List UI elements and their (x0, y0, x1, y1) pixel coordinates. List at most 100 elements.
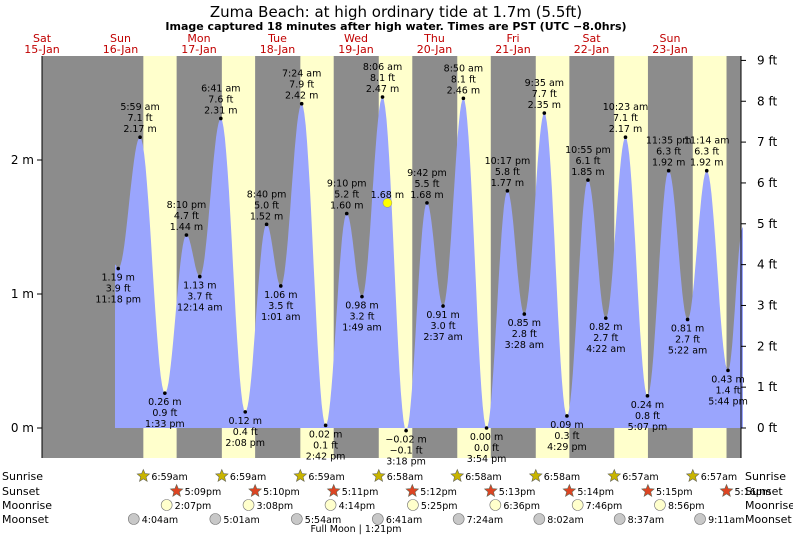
moonrise-time: 8:56pm (668, 501, 705, 512)
tide-m-label: 0.26 m (148, 397, 181, 408)
high-tide-point (586, 178, 590, 182)
sunset-label-right: Sunset (745, 485, 783, 498)
tide-time-label: 5:22 am (668, 345, 707, 356)
low-tide-point (603, 316, 608, 320)
high-tide-point (542, 111, 547, 115)
current-tide-label: 1.68 m (371, 190, 404, 201)
high-tide-point (344, 211, 349, 216)
high-tide-point (505, 189, 510, 193)
day-date: 19-Jan (338, 43, 374, 56)
tide-time-label: 2:37 am (423, 332, 462, 343)
tide-ft-label: 7.6 ft (208, 94, 233, 105)
star-icon (450, 468, 465, 482)
day-name: Sat (582, 32, 601, 45)
tide-time-label: 5:59 am (120, 102, 159, 113)
right-tick-label: 3 ft (757, 298, 777, 312)
tide-time-label: 2:08 pm (225, 438, 265, 449)
day-name: Tue (267, 32, 287, 45)
tide-ft-label: 7.1 ft (128, 113, 153, 124)
moonset-time: 7:24am (467, 515, 503, 526)
low-tide-point (565, 414, 569, 418)
tide-time-label: 2:42 pm (306, 451, 346, 462)
tide-m-label: 2.17 m (609, 124, 642, 135)
tide-m-label: 0.82 m (589, 322, 622, 333)
star-icon (405, 483, 420, 497)
tide-m-label: 1.52 m (250, 211, 283, 222)
sunrise-time: 6:57am (622, 472, 658, 483)
moonset-time: 5:54am (305, 515, 341, 526)
tide-time-label: 5:07 pm (628, 422, 668, 433)
low-tide-point (726, 368, 730, 373)
left-tick-label: 2 m (11, 153, 34, 167)
moon-icon (372, 513, 384, 525)
moon-icon (613, 513, 626, 525)
tide-time-label: 1:33 pm (145, 419, 185, 430)
sunrise-time: 6:59am (151, 472, 187, 483)
sunset-time: 5:12pm (420, 487, 457, 498)
tide-m-label: 1.92 m (652, 158, 685, 169)
sunrise-time: 6:58am (465, 472, 501, 483)
left-tick-label: 0 m (11, 421, 34, 435)
high-tide-point (461, 96, 466, 101)
moonset-time: 4:04am (142, 515, 178, 526)
high-tide-point (704, 168, 709, 173)
day-date: 20-Jan (417, 43, 453, 56)
tide-time-label: 11:18 pm (95, 295, 141, 306)
star-icon (685, 468, 700, 482)
moonrise-label-left: Moonrise (2, 499, 52, 512)
tide-m-label: 2.42 m (285, 91, 318, 102)
low-tide-point (484, 426, 489, 430)
high-tide-point (380, 95, 385, 99)
sunrise-time: 6:58am (387, 472, 423, 483)
chart-title: Zuma Beach: at high ordinary tide at 1.7… (210, 3, 582, 21)
tide-time-label: 4:22 am (586, 344, 625, 355)
tide-m-label: −0.02 m (385, 435, 426, 446)
tide-ft-label: 2.7 ft (675, 334, 700, 345)
star-icon (483, 483, 498, 497)
day-date: 18-Jan (260, 43, 296, 56)
moon-icon (209, 513, 222, 525)
tide-m-label: 0.91 m (426, 310, 459, 321)
low-tide-point (163, 391, 167, 395)
tide-m-label: 1.60 m (330, 201, 363, 212)
right-tick-label: 7 ft (757, 135, 777, 149)
tide-time-label: 12:14 am (177, 303, 222, 314)
low-tide-point (685, 317, 690, 322)
tide-time-label: 1:01 am (261, 312, 300, 323)
tide-m-label: 0.85 m (508, 318, 541, 329)
moonset-time: 6:41am (386, 515, 422, 526)
tide-time-label: 8:06 am (363, 62, 402, 73)
current-tide-marker (382, 198, 393, 208)
tide-m-label: 2.17 m (123, 124, 156, 135)
moonset-time: 8:02am (547, 515, 583, 526)
tide-ft-label: 7.1 ft (613, 113, 638, 124)
star-icon (136, 468, 151, 482)
low-tide-point (197, 274, 202, 279)
moon-icon (533, 513, 546, 525)
sunset-label-left: Sunset (2, 485, 40, 498)
moonset-label-left: Moonset (2, 513, 49, 526)
moonrise-label-right: Moonrise (745, 499, 793, 512)
tide-ft-label: −0.1 ft (390, 446, 423, 457)
tide-time-label: 5:44 pm (708, 396, 748, 407)
tide-m-label: 1.13 m (183, 281, 216, 292)
tide-m-label: 0.98 m (345, 301, 378, 312)
tide-time-label: 8:40 pm (247, 189, 287, 200)
tide-ft-label: 5.8 ft (495, 167, 520, 178)
tide-area (115, 97, 743, 431)
sunrise-time: 6:57am (701, 472, 737, 483)
tide-ft-label: 5.5 ft (414, 179, 439, 190)
tide-m-label: 1.44 m (170, 222, 203, 233)
star-icon (248, 483, 263, 497)
tide-ft-label: 3.2 ft (349, 312, 374, 323)
moon-icon (160, 499, 173, 511)
right-tick-label: 0 ft (757, 421, 777, 435)
day-name: Fri (506, 32, 519, 45)
moon-icon (407, 499, 419, 511)
sunset-time: 5:16pm (735, 487, 772, 498)
day-date: 22-Jan (574, 43, 610, 56)
tide-time-label: 11:14 am (684, 136, 729, 147)
moon-icon (694, 513, 706, 525)
tide-ft-label: 0.4 ft (233, 427, 258, 438)
tide-ft-label: 1.4 ft (715, 385, 740, 396)
